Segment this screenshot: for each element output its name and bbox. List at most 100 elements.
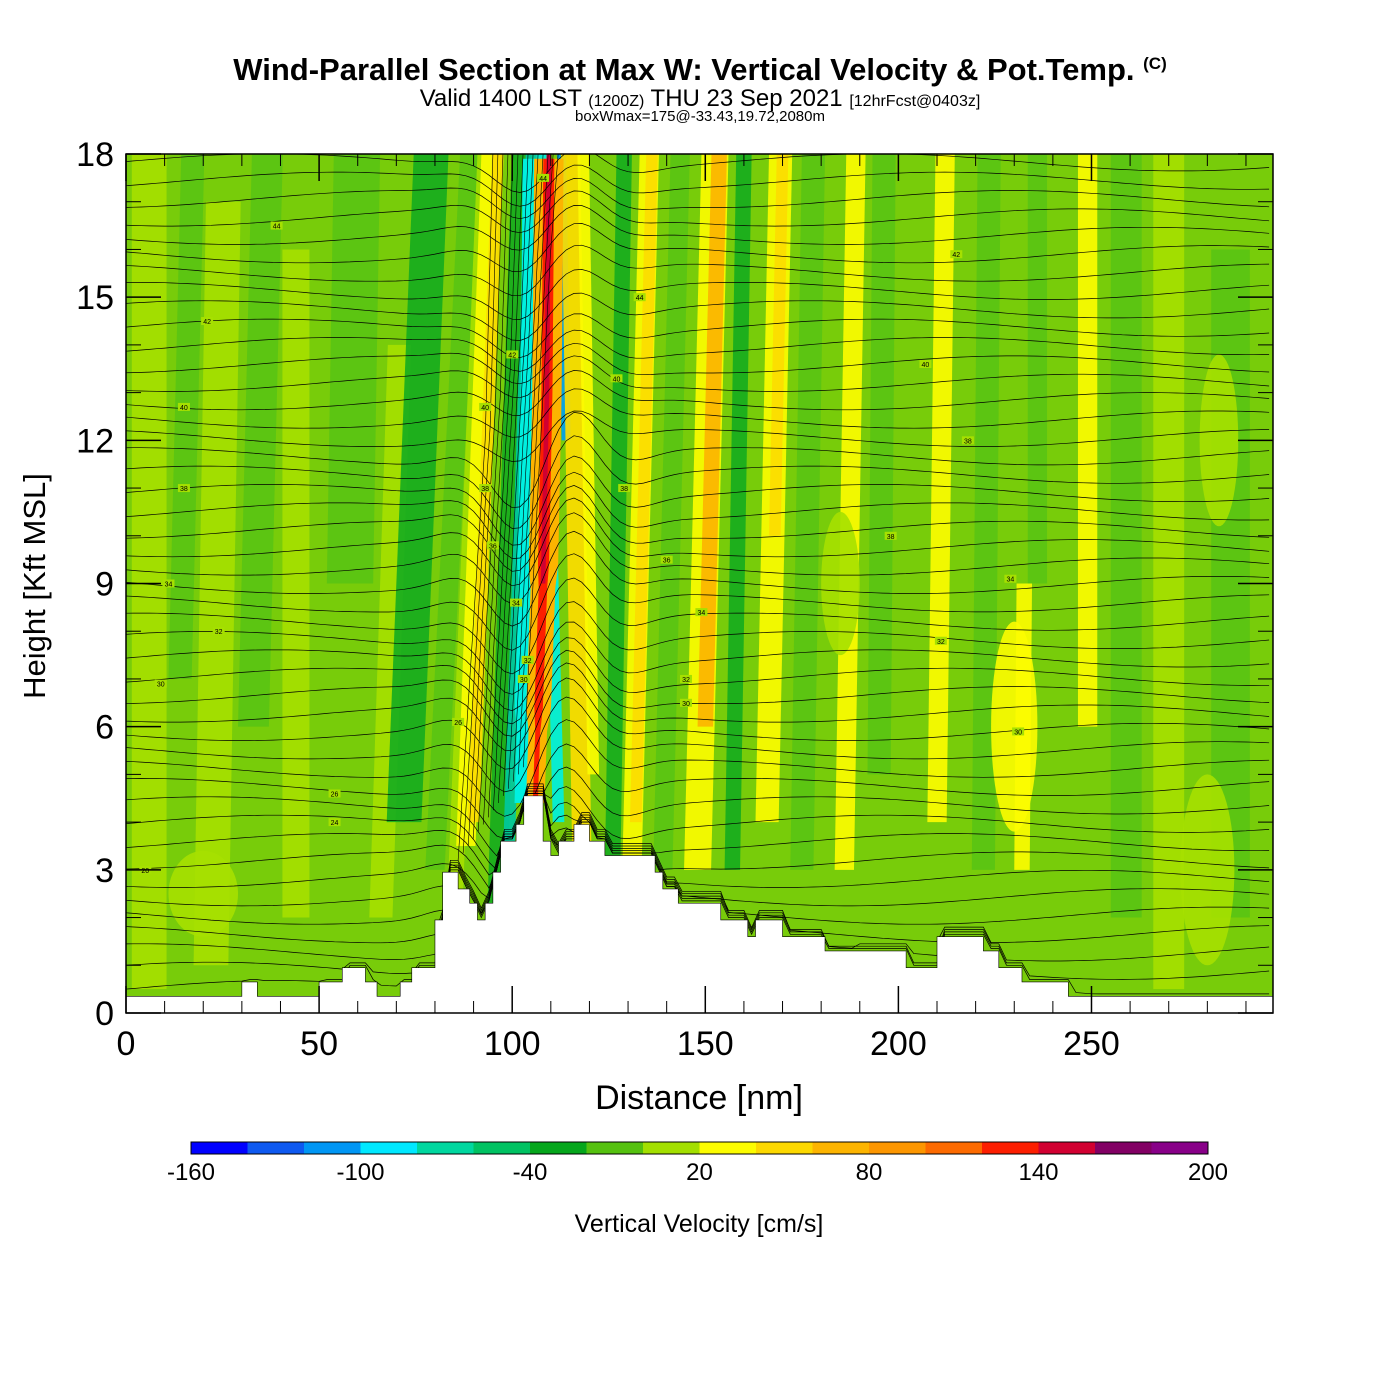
contour-label: 36	[486, 541, 499, 550]
copyright-mark: (C)	[1143, 54, 1167, 73]
contour-label-bg	[961, 436, 974, 445]
contour-label-text: 44	[636, 295, 644, 302]
contour-label: 32	[679, 674, 692, 684]
velocity-band	[653, 154, 690, 870]
theta-contour	[126, 766, 1270, 857]
velocity-band	[1027, 154, 1048, 584]
contour-label: 38	[177, 484, 190, 493]
contour-label: 34	[162, 579, 175, 589]
contour-label: 44	[633, 293, 646, 302]
theta-contour	[462, 154, 499, 854]
theta-contour	[126, 719, 1270, 817]
contour-label-text: 40	[613, 376, 621, 383]
x-axis: 0 50 100 150 200 250	[117, 154, 1247, 1063]
theta-contour	[126, 190, 1270, 234]
velocity-cell	[1180, 774, 1235, 966]
contour-label: 34	[510, 598, 523, 608]
contour-label-text: 42	[952, 252, 960, 259]
contour-label-bg	[517, 674, 530, 683]
theta-contour	[126, 788, 1270, 962]
contour-label-bg	[154, 679, 167, 688]
y-tick-label: 3	[95, 852, 114, 890]
theta-contour	[503, 154, 539, 796]
theta-contour	[482, 154, 519, 825]
theta-contour	[126, 786, 1270, 871]
contour-label-bg	[201, 317, 214, 326]
contour-label: 24	[328, 818, 341, 827]
colorbar-swatch	[1038, 1142, 1096, 1154]
theta-contour	[126, 388, 1270, 438]
velocity-band	[560, 154, 592, 846]
theta-contour	[126, 793, 1270, 914]
contour-label-text: 34	[698, 610, 706, 617]
velocity-band	[193, 201, 241, 966]
contour-label-bg	[506, 350, 519, 359]
contour-label-text: 30	[682, 701, 690, 708]
theta-contour	[126, 205, 1270, 251]
velocity-band	[834, 154, 866, 870]
x-tick-label: 200	[870, 1025, 927, 1063]
contour-label-text: 40	[180, 405, 188, 412]
theta-contour	[457, 154, 494, 861]
velocity-band	[1153, 154, 1185, 990]
contour-label-bg	[679, 674, 692, 683]
contour-label-bg	[328, 818, 341, 827]
contour-label-bg	[177, 484, 190, 493]
contour-label-bg	[510, 598, 523, 607]
contour-label-text: 30	[157, 682, 165, 689]
y-axis-label: Height [Kft MSL]	[17, 473, 52, 699]
contour-label-bg	[884, 531, 897, 540]
velocity-band	[326, 154, 381, 584]
contour-label: 30	[679, 698, 692, 708]
theta-contour	[126, 164, 1270, 207]
velocity-band	[282, 249, 310, 918]
theta-contour	[126, 244, 1270, 297]
theta-contour	[513, 154, 549, 782]
contour-label-text: 40	[481, 405, 489, 412]
velocity-band	[790, 154, 826, 870]
contour-label: 40	[919, 359, 932, 369]
theta-contour	[126, 743, 1270, 840]
contour-label-bg	[479, 402, 492, 411]
contour-label-text: 36	[663, 558, 671, 565]
contour-label: 38	[479, 484, 492, 493]
contour-label: 42	[201, 317, 214, 326]
contour-label-text: 24	[331, 820, 339, 827]
contour-label: 44	[537, 173, 550, 183]
theta-contour	[492, 154, 529, 811]
y-tick-label: 18	[76, 136, 114, 174]
theta-contour	[126, 793, 1270, 889]
contour-label-text: 38	[887, 534, 895, 541]
contour-label-bg	[1012, 727, 1025, 736]
theta-contour	[126, 435, 1270, 529]
velocity-cell	[1199, 354, 1239, 527]
contour-label-bg	[679, 698, 692, 707]
contour-label: 36	[660, 555, 673, 565]
colorbar-label: Vertical Velocity [cm/s]	[575, 1210, 824, 1238]
y-tick-label: 12	[76, 422, 114, 460]
y-tick-label: 9	[95, 566, 114, 604]
velocity-cell	[991, 621, 1038, 832]
colorbar-swatch	[360, 1142, 418, 1154]
contour-label-text: 42	[203, 319, 211, 326]
contour-label-text: 34	[1006, 577, 1014, 584]
contour-label-bg	[486, 541, 499, 550]
box-wmax-info: boxWmax=175@-33.43,19.72,2080m	[575, 108, 825, 125]
theta-contour	[497, 154, 534, 804]
theta-contour	[126, 677, 1270, 770]
contour-label: 30	[517, 674, 530, 684]
theta-contour	[126, 793, 1270, 876]
velocity-cell	[168, 850, 238, 937]
contour-label-bg	[521, 655, 534, 664]
contour-label-text: 32	[937, 639, 945, 646]
contour-label: 38	[618, 484, 631, 493]
contour-label: 34	[695, 608, 708, 617]
x-tick-label: 100	[484, 1025, 541, 1063]
contour-label: 26	[328, 789, 341, 798]
contour-label-text: 20	[141, 868, 149, 875]
theta-contour	[126, 355, 1270, 399]
colorbar-swatch	[756, 1142, 813, 1154]
theta-contour	[126, 649, 1270, 737]
contour-label-bg	[162, 579, 175, 588]
contour-label-bg	[177, 402, 190, 411]
